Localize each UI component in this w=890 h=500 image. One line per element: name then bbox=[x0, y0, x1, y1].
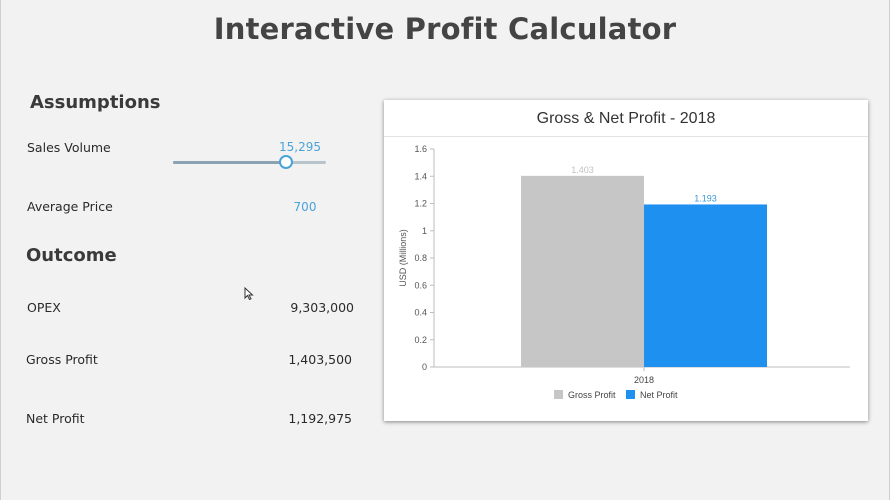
data-label-gross-profit: 1.403 bbox=[571, 165, 594, 175]
net-profit-value: 1,192,975 bbox=[288, 411, 352, 426]
y-axis-label: USD (Millions) bbox=[398, 229, 408, 287]
chart-title: Gross & Net Profit - 2018 bbox=[536, 110, 716, 127]
gross-profit-value: 1,403,500 bbox=[288, 352, 352, 367]
profit-bar-chart: 0 0.2 0.4 0.6 0.8 1 1.2 1.4 1.6 USD (Millions) 1.4… bbox=[398, 144, 850, 400]
bar-net-profit bbox=[644, 204, 767, 367]
sales-volume-slider[interactable] bbox=[173, 155, 326, 169]
legend-swatch-net-profit bbox=[626, 390, 635, 399]
y-tick-label: 1.4 bbox=[414, 171, 427, 181]
y-tick-label: 0.2 bbox=[414, 335, 427, 345]
sales-volume-label: Sales Volume bbox=[27, 140, 111, 155]
legend-swatch-gross-profit bbox=[554, 390, 563, 399]
sales-volume-slider-thumb[interactable] bbox=[279, 155, 294, 169]
opex-label: OPEX bbox=[27, 300, 61, 315]
frame-left-border bbox=[0, 0, 1, 500]
y-tick-label: 1.6 bbox=[414, 144, 427, 154]
mouse-pointer-icon bbox=[244, 286, 254, 306]
y-tick-label: 0.6 bbox=[414, 280, 427, 290]
sales-volume-slider-fill bbox=[173, 161, 287, 164]
legend-label-gross-profit: Gross Profit bbox=[568, 390, 616, 400]
net-profit-label: Net Profit bbox=[26, 411, 85, 426]
legend-label-net-profit: Net Profit bbox=[640, 390, 678, 400]
y-tick-label: 0.4 bbox=[414, 308, 427, 318]
profit-chart-card: Gross & Net Profit - 2018 0 0.2 0.4 0.6 0.8 1… bbox=[384, 100, 868, 421]
average-price-label: Average Price bbox=[27, 199, 113, 214]
x-tick-label: 2018 bbox=[634, 375, 654, 385]
outcome-heading: Outcome bbox=[26, 245, 117, 266]
bar-gross-profit bbox=[521, 175, 644, 367]
y-tick-label: 0.8 bbox=[414, 253, 427, 263]
data-label-net-profit: 1.193 bbox=[694, 193, 717, 203]
opex-value: 9,303,000 bbox=[290, 300, 354, 315]
sales-volume-value: 15,295 bbox=[279, 140, 321, 154]
assumptions-heading: Assumptions bbox=[30, 92, 161, 113]
average-price-value[interactable]: 700 bbox=[293, 200, 317, 214]
y-tick-label: 1.2 bbox=[414, 199, 427, 209]
y-tick-label: 0 bbox=[422, 362, 427, 372]
page-title: Interactive Profit Calculator bbox=[213, 12, 677, 46]
y-tick-label: 1 bbox=[422, 226, 427, 236]
chart-title-divider bbox=[384, 136, 868, 137]
gross-profit-label: Gross Profit bbox=[26, 352, 98, 367]
